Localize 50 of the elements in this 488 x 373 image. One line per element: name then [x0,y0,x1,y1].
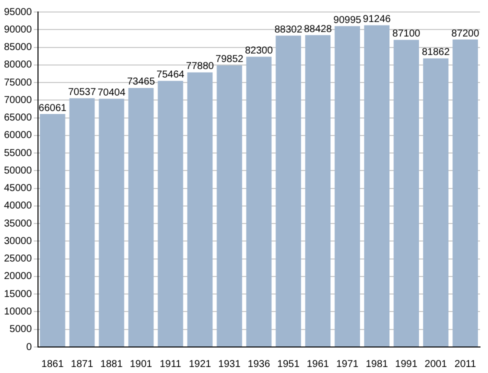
y-tick-label: 30000 [4,236,32,247]
x-tick-label: 1871 [70,358,94,370]
data-label: 87100 [392,28,421,40]
y-tick-label: 15000 [4,288,32,300]
data-label: 88428 [304,24,332,35]
y-tick-label: 40000 [4,200,32,212]
y-tick-label: 10000 [4,306,32,318]
data-label: 77880 [186,61,214,72]
y-tick-label: 0 [26,342,32,353]
y-tick-label: 50000 [4,165,32,176]
data-label: 70537 [68,87,96,98]
data-label: 81862 [422,47,450,58]
x-tick-label: 1961 [306,358,330,370]
x-tick-label: 1921 [188,358,212,370]
y-tick-label: 5000 [10,324,32,336]
y-tick-label: 45000 [4,183,32,194]
y-tick-label: 75000 [4,77,32,88]
y-tick-label: 80000 [4,60,32,71]
x-tick-label: 1931 [218,358,241,370]
x-tick-label: 2001 [424,358,448,370]
data-label: 70404 [98,87,126,98]
x-tick-label: 1936 [248,358,270,370]
x-tick-label: 1911 [160,358,182,370]
x-tick-label: 1991 [395,358,418,370]
x-tick-label: 1981 [366,358,388,370]
data-label: 90995 [333,14,362,26]
y-tick-label: 60000 [4,130,32,142]
x-tick-label: 1971 [336,358,359,370]
y-tick-label: 55000 [4,148,32,159]
data-label: 75464 [156,70,185,81]
data-label: 82300 [245,46,274,57]
x-tick-label: 1901 [130,358,153,370]
data-label: 88302 [274,24,303,36]
y-tick-label: 85000 [4,42,32,54]
y-tick-label: 35000 [4,218,32,230]
y-tick-label: 20000 [4,271,32,282]
y-tick-label: 65000 [4,112,32,124]
y-tick-label: 70000 [4,94,32,106]
x-tick-label: 1861 [41,358,64,370]
data-label: 66061 [38,102,67,114]
x-tick-label: 1951 [277,358,300,370]
data-label: 87200 [451,28,480,40]
data-label: 91246 [362,14,392,25]
y-tick-label: 25000 [4,254,32,265]
data-label: 79852 [216,54,244,66]
y-tick-label: 95000 [4,6,32,18]
y-tick-label: 90000 [4,24,32,36]
data-label: 73465 [127,76,156,88]
x-tick-label: 2011 [454,358,476,370]
x-tick-label: 1881 [100,358,124,370]
